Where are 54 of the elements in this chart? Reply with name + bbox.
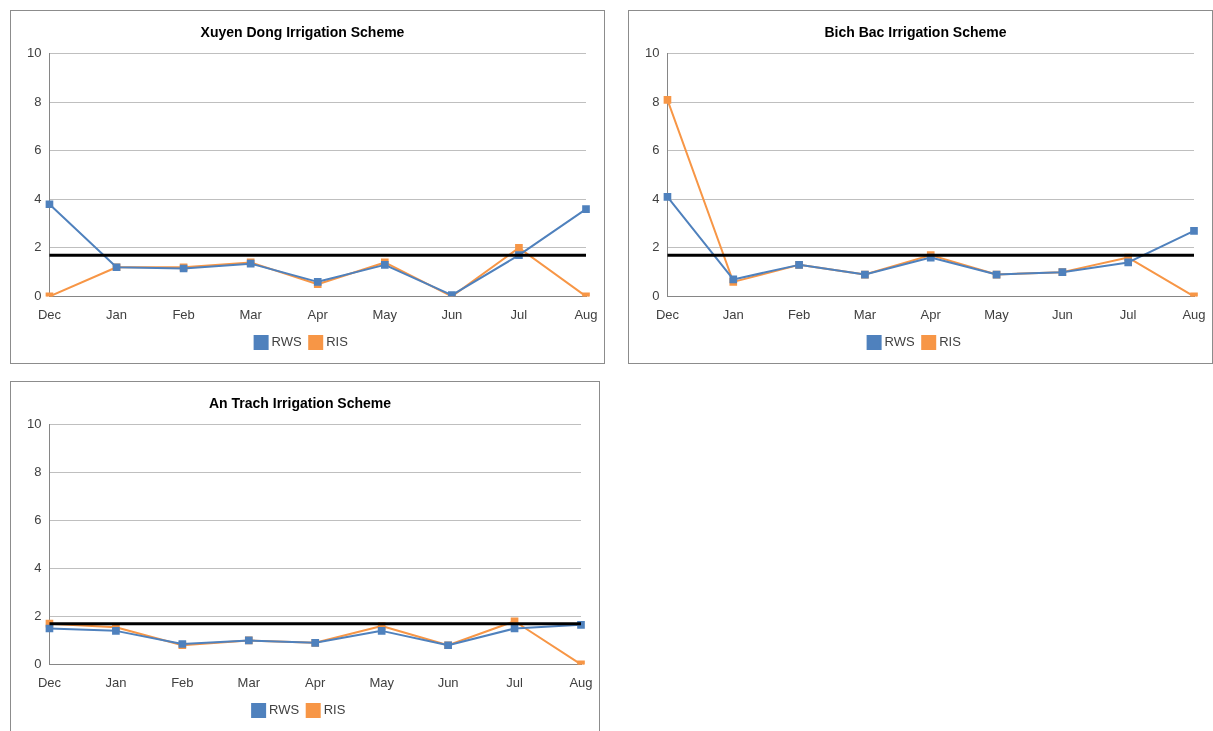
x-tick-label: Apr (920, 306, 942, 322)
x-tick-label: Mar (853, 306, 877, 322)
legend-label: RIS (323, 702, 346, 718)
x-tick-label: Jul (510, 306, 528, 322)
x-tick-label: Dec (37, 306, 62, 322)
x-tick-label: Jun (441, 306, 463, 322)
x-tick-label: Jun (437, 674, 459, 690)
legend-label: RIS (939, 334, 962, 350)
y-tick-label: 8 (34, 464, 42, 480)
y-tick-label: 4 (34, 560, 42, 576)
x-tick-label: Jun (1051, 306, 1073, 322)
legend-label: RWS (271, 334, 303, 350)
y-tick-label: 6 (34, 512, 42, 528)
x-tick-label: Feb (787, 306, 811, 322)
chart-title: An Trach Irrigation Scheme (208, 395, 392, 412)
y-tick-label: 4 (652, 190, 660, 206)
y-tick-label: 6 (34, 142, 42, 158)
x-tick-label: Jan (106, 306, 128, 322)
x-tick-label: Mar (239, 306, 263, 322)
x-tick-label: Mar (237, 674, 261, 690)
x-tick-label: Jul (506, 674, 523, 690)
x-tick-label: Jul (1119, 306, 1137, 322)
y-tick-label: 10 (26, 416, 42, 432)
y-tick-label: 2 (652, 239, 660, 255)
legend-label: RIS (326, 334, 349, 350)
y-tick-label: 10 (644, 45, 660, 61)
x-tick-label: Apr (307, 306, 329, 322)
y-tick-label: 2 (34, 608, 42, 624)
x-tick-label: Dec (655, 306, 680, 322)
legend-label: RWS (269, 702, 300, 718)
y-tick-label: 0 (34, 655, 42, 671)
x-tick-label: Dec (37, 674, 62, 690)
y-tick-label: 10 (26, 45, 42, 61)
y-tick-label: 2 (34, 239, 42, 255)
x-tick-label: Feb (171, 674, 194, 690)
y-tick-label: 4 (34, 190, 42, 206)
x-tick-label: Jan (105, 674, 127, 690)
chart-title: Xuyen Dong Irrigation Scheme (200, 24, 405, 41)
x-tick-label: Apr (305, 674, 327, 690)
legend-label: RWS (884, 334, 916, 350)
y-tick-label: 8 (34, 93, 42, 109)
y-tick-label: 0 (652, 287, 660, 303)
y-tick-label: 0 (34, 287, 42, 303)
x-tick-label: Jan (722, 306, 744, 322)
x-tick-label: May (372, 306, 398, 322)
x-tick-label: May (369, 674, 395, 690)
y-tick-label: 8 (652, 93, 660, 109)
x-tick-label: Aug (1182, 306, 1206, 322)
chart-title: Bich Bac Irrigation Scheme (824, 24, 1007, 41)
x-tick-label: Aug (574, 306, 598, 322)
y-tick-label: 6 (652, 142, 660, 158)
x-tick-label: Aug (569, 674, 593, 690)
x-tick-label: Feb (172, 306, 195, 322)
x-tick-label: May (984, 306, 1010, 322)
